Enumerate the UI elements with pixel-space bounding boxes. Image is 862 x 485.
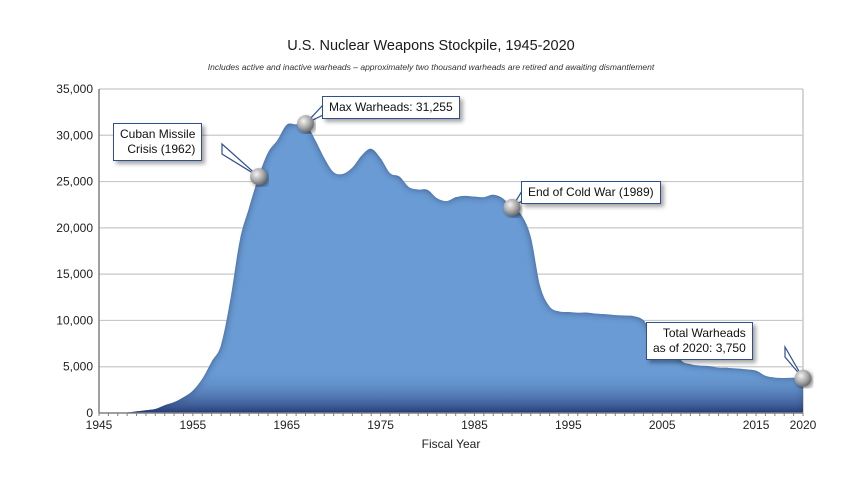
x-tick-label: 2015 — [743, 418, 770, 432]
annotation-marker-icon — [794, 369, 812, 387]
x-tick-label: 1995 — [555, 418, 582, 432]
callout-line: Max Warheads: 31,255 — [329, 100, 453, 114]
x-tick-label: 2020 — [790, 418, 817, 432]
callout-line: as of 2020: 3,750 — [653, 341, 746, 355]
x-tick-label: 2005 — [649, 418, 676, 432]
stockpile-area — [99, 122, 803, 413]
y-axis-ticks: 0 5,000 10,000 15,000 20,000 25,000 30,000 35,0… — [56, 82, 93, 420]
x-axis-label: Fiscal Year — [422, 437, 481, 451]
y-tick-label: 0 — [86, 406, 93, 420]
callout-pointer — [784, 344, 804, 379]
y-tick-label: 25,000 — [56, 175, 93, 189]
area-bottom-shade — [99, 122, 803, 413]
y-tick-label: 35,000 — [56, 82, 93, 96]
x-axis-ticks: 1945 1955 1965 1975 1985 1995 2005 2015 2020 — [86, 418, 817, 432]
axes — [98, 89, 804, 416]
y-tick-label: 20,000 — [56, 221, 93, 235]
callout-max-warheads: Max Warheads: 31,255 — [322, 96, 460, 119]
chart-subtitle: Includes active and inactive warheads – … — [207, 62, 655, 72]
y-tick-label: 15,000 — [56, 267, 93, 281]
x-tick-label: 1955 — [180, 418, 207, 432]
annotation-marker-icon — [250, 168, 268, 186]
x-tick-label: 1975 — [367, 418, 394, 432]
y-tick-label: 10,000 — [56, 313, 93, 327]
callout-line: Total Warheads — [662, 326, 746, 340]
annotation-marker-icon — [297, 115, 315, 133]
x-tick-label: 1965 — [273, 418, 300, 432]
callout-pointer — [221, 142, 259, 178]
chart-title: U.S. Nuclear Weapons Stockpile, 1945-202… — [287, 38, 575, 54]
callout-cuban-missile-crisis: Cuban Missile Crisis (1962) — [113, 123, 203, 161]
y-tick-label: 5,000 — [63, 360, 93, 374]
callout-line: Cuban Missile — [120, 127, 196, 141]
y-tick-label: 30,000 — [56, 128, 93, 142]
callout-end-cold-war: End of Cold War (1989) — [521, 181, 661, 204]
x-tick-label: 1985 — [461, 418, 488, 432]
callout-line: Crisis (1962) — [127, 142, 196, 156]
annotation-markers — [250, 115, 812, 387]
callout-total-2020: Total Warheads as of 2020: 3,750 — [646, 322, 753, 360]
x-tick-label: 1945 — [86, 418, 113, 432]
callout-line: End of Cold War (1989) — [528, 185, 654, 199]
annotation-marker-icon — [503, 198, 521, 216]
